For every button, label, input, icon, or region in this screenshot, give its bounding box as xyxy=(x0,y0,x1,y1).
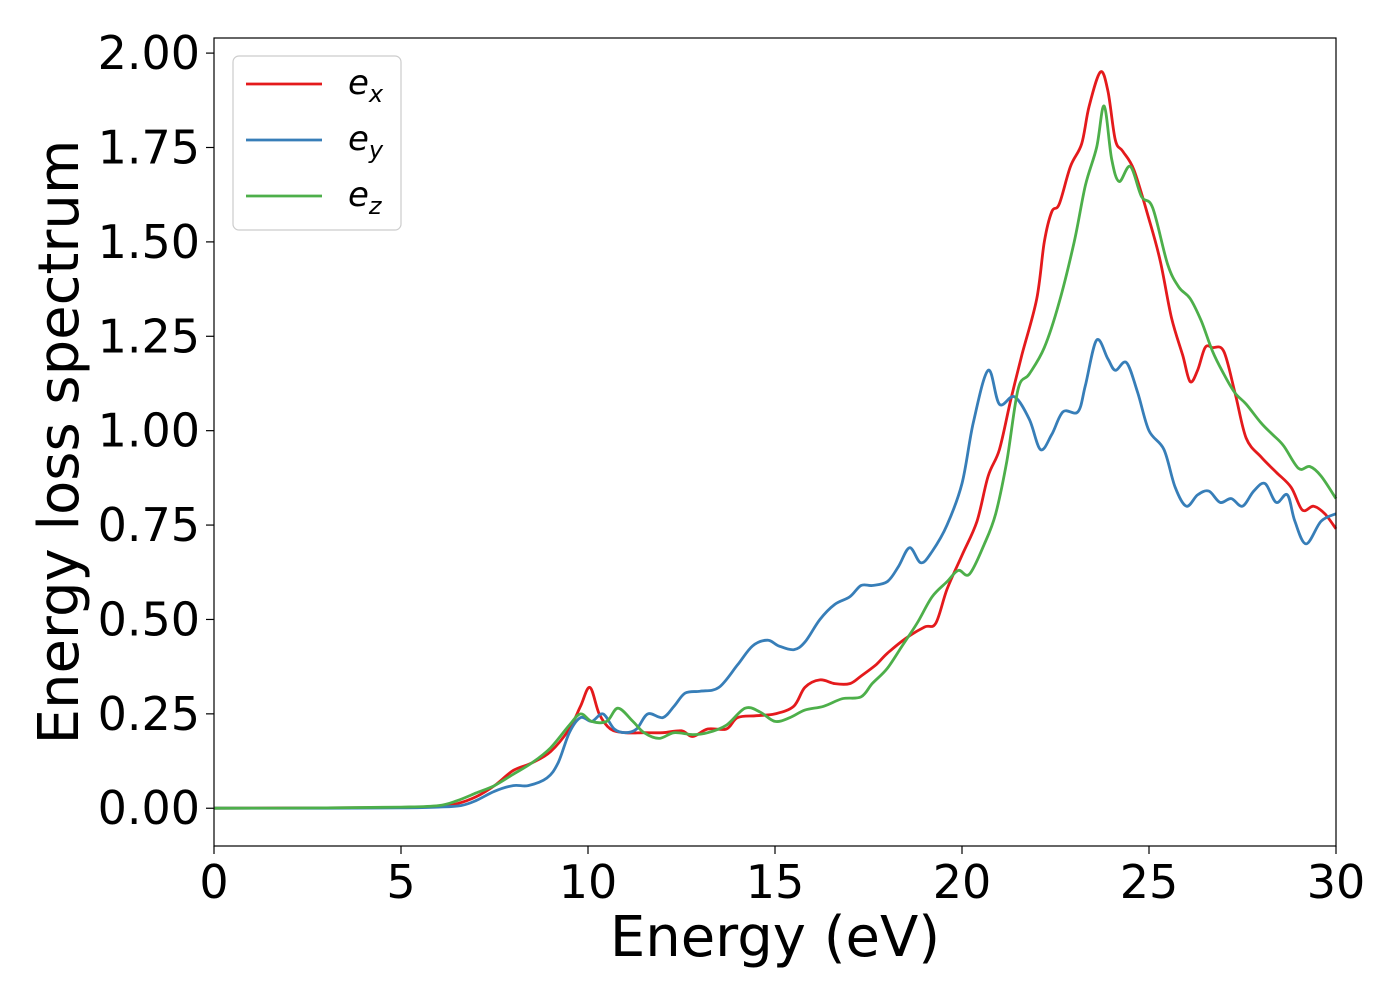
y-tick-label: 1.50 xyxy=(98,215,200,269)
x-tick-label: 5 xyxy=(386,855,415,909)
x-axis: 0 5 10 15 20 25 30 xyxy=(199,846,1365,909)
y-tick-label: 0.25 xyxy=(98,687,200,741)
x-tick-label: 25 xyxy=(1120,855,1179,909)
legend-label-ez: ez xyxy=(348,175,383,220)
x-tick-label: 30 xyxy=(1307,855,1366,909)
y-tick-label: 0.00 xyxy=(98,781,200,835)
x-tick-label: 15 xyxy=(746,855,805,909)
legend-label-ex: ex xyxy=(348,63,384,108)
y-tick-label: 1.75 xyxy=(98,120,200,174)
legend: ex ey ez xyxy=(232,55,402,231)
x-tick-label: 20 xyxy=(933,855,992,909)
series-layer xyxy=(213,70,1338,810)
y-tick-label: 1.00 xyxy=(98,404,200,458)
legend-label-ey: ey xyxy=(348,119,384,164)
x-tick-label: 10 xyxy=(559,855,618,909)
x-axis-title: Energy (eV) xyxy=(610,905,940,970)
y-tick-label: 2.00 xyxy=(98,26,200,80)
x-tick-label: 0 xyxy=(199,855,228,909)
y-axis-title: Energy loss spectrum xyxy=(27,140,92,745)
y-tick-label: 1.25 xyxy=(98,309,200,363)
y-tick-label: 0.75 xyxy=(98,498,200,552)
y-tick-label: 0.50 xyxy=(98,592,200,646)
series-line-ex xyxy=(213,70,1338,810)
y-axis: 0.00 0.25 0.50 0.75 1.00 1.25 1.50 1.75 2.00 xyxy=(98,26,214,835)
series-line-ey xyxy=(213,338,1337,810)
legend-box xyxy=(232,55,402,231)
series-line-ez xyxy=(213,104,1338,810)
